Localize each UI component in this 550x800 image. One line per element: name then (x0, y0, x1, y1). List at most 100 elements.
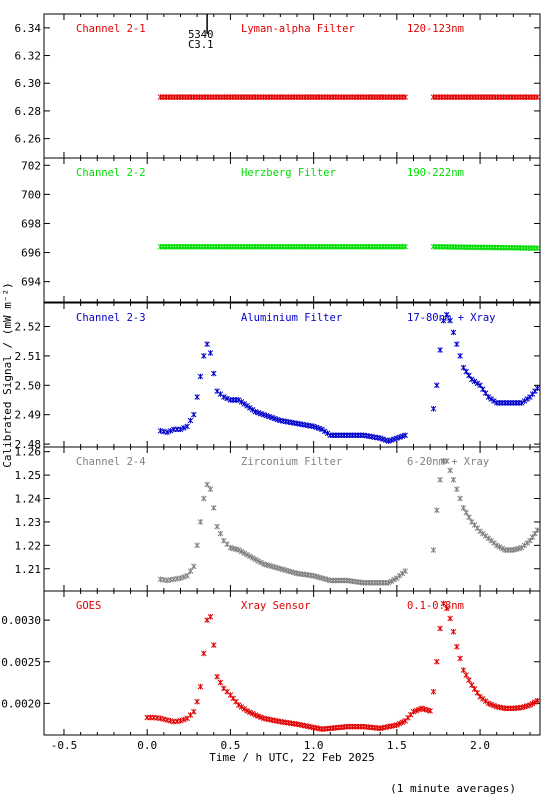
data-point (521, 542, 528, 549)
data-point (321, 94, 328, 100)
data-point (485, 394, 492, 400)
data-point (210, 243, 217, 250)
data-point (255, 243, 261, 250)
data-point (503, 244, 510, 251)
data-point (207, 350, 214, 356)
data-point (482, 533, 489, 539)
data-point (177, 94, 183, 100)
data-point (454, 341, 460, 347)
data-point (388, 578, 395, 585)
data-point (349, 432, 356, 439)
x-tick-label: 1.5 (387, 739, 407, 752)
data-point (480, 386, 486, 393)
data-point (482, 390, 489, 396)
data-point (520, 245, 526, 251)
data-point (464, 244, 470, 250)
data-point (338, 577, 345, 584)
data-point (330, 94, 336, 100)
data-point (349, 243, 356, 250)
data-point (491, 398, 497, 404)
data-point (310, 243, 317, 250)
data-point (181, 716, 187, 723)
data-point (363, 580, 370, 586)
data-point (483, 244, 490, 251)
data-point (241, 243, 247, 250)
data-point (453, 94, 459, 100)
data-point (534, 697, 541, 704)
data-point (346, 243, 353, 250)
data-point (507, 705, 514, 712)
data-point (498, 94, 504, 100)
data-point (177, 718, 184, 724)
y-tick-label: 1.25 (15, 469, 42, 482)
data-point (247, 709, 253, 716)
data-point (341, 94, 347, 100)
y-tick-label: 6.26 (15, 133, 42, 146)
data-point (218, 94, 225, 100)
data-point (455, 94, 462, 100)
data-point (191, 563, 197, 570)
data-point (184, 572, 190, 579)
data-point (434, 658, 440, 665)
data-point (330, 432, 336, 439)
data-point (288, 243, 294, 250)
data-point (457, 353, 463, 359)
data-point (374, 243, 381, 250)
data-point (344, 94, 350, 100)
data-point (474, 690, 481, 696)
data-point (207, 486, 214, 492)
data-point (217, 530, 224, 537)
panel-frame (43, 446, 541, 592)
data-point (433, 94, 440, 100)
data-point (460, 667, 467, 673)
data-point (335, 243, 342, 250)
data-point (500, 94, 507, 100)
data-point (235, 547, 242, 553)
data-point (213, 243, 219, 250)
data-point (307, 243, 314, 250)
data-point (531, 94, 538, 100)
data-point (455, 244, 462, 250)
data-point (163, 243, 169, 250)
data-point (174, 94, 180, 100)
y-tick-label: 1.21 (15, 563, 42, 576)
x-axis-title: Time / h UTC, 22 Feb 2025 (209, 751, 375, 764)
data-point (255, 94, 261, 100)
data-point (534, 527, 541, 533)
y-tick-label: 1.26 (15, 446, 42, 459)
data-point (460, 364, 467, 371)
data-point (243, 243, 250, 250)
data-point (257, 243, 264, 250)
data-point (499, 545, 506, 552)
data-point (177, 575, 184, 581)
data-point (478, 244, 484, 251)
data-point (246, 94, 253, 100)
data-point (341, 432, 347, 439)
data-point (352, 723, 359, 730)
data-point (457, 495, 463, 502)
data-point (164, 429, 170, 436)
data-point (274, 94, 281, 100)
data-point (194, 698, 200, 705)
data-point (466, 677, 472, 683)
data-point (391, 576, 397, 583)
data-point (241, 706, 248, 712)
data-point (201, 353, 207, 359)
data-point (207, 94, 214, 100)
data-point (371, 580, 378, 586)
data-point (327, 243, 333, 250)
data-point (467, 94, 473, 100)
data-point (399, 719, 406, 726)
data-point (363, 243, 370, 250)
data-point (238, 548, 245, 555)
data-point (469, 244, 476, 251)
data-point (282, 243, 289, 250)
data-point (171, 94, 178, 100)
data-point (385, 243, 392, 250)
data-point (324, 94, 331, 100)
data-point (399, 570, 406, 577)
data-point (444, 94, 451, 100)
data-point (506, 244, 512, 251)
panel-3: 2.48 2.49 2.50 2.51 2.52 Channel 2-3 Aluminium… (15, 302, 541, 451)
data-point (207, 243, 214, 250)
